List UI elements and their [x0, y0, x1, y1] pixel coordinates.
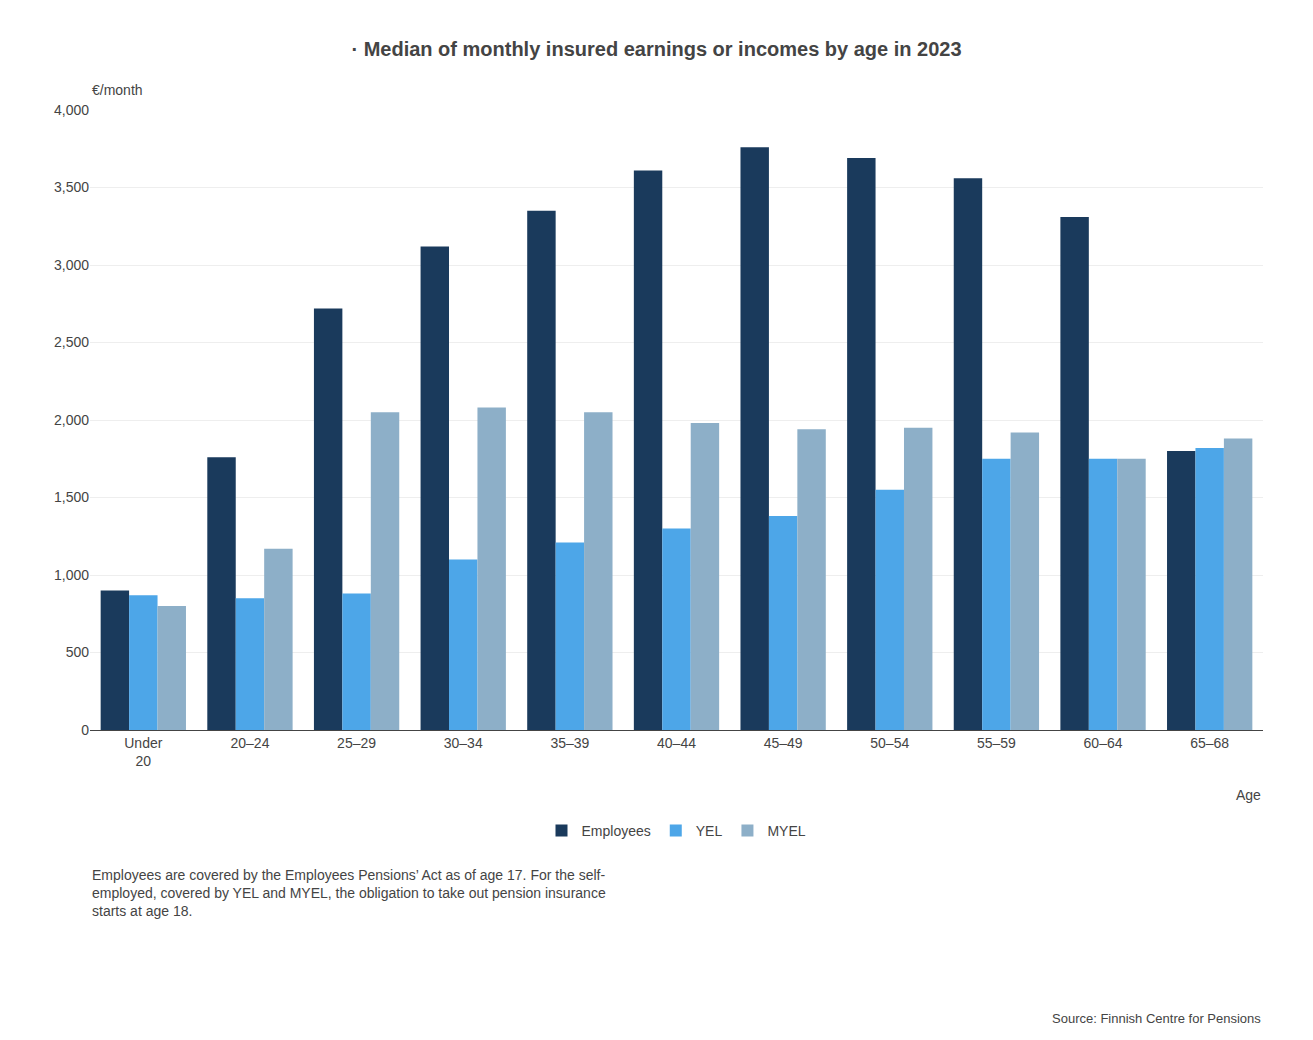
svg-text:55–59: 55–59 [977, 735, 1016, 751]
svg-text:1,500: 1,500 [54, 489, 89, 505]
svg-text:Employees: Employees [582, 823, 651, 839]
svg-text:30–34: 30–34 [444, 735, 483, 751]
svg-text:35–39: 35–39 [550, 735, 589, 751]
svg-text:40–44: 40–44 [657, 735, 696, 751]
svg-text:3,000: 3,000 [54, 257, 89, 273]
svg-text:€/month: €/month [92, 82, 143, 98]
svg-text:Age: Age [1236, 787, 1261, 803]
svg-text:60–64: 60–64 [1084, 735, 1123, 751]
svg-text:500: 500 [66, 644, 90, 660]
svg-text:YEL: YEL [696, 823, 723, 839]
svg-text:1,000: 1,000 [54, 567, 89, 583]
svg-text:4,000: 4,000 [54, 102, 89, 118]
svg-text:0: 0 [81, 722, 89, 738]
svg-text:50–54: 50–54 [870, 735, 909, 751]
svg-text:3,500: 3,500 [54, 179, 89, 195]
svg-text:25–29: 25–29 [337, 735, 376, 751]
svg-text:2,000: 2,000 [54, 412, 89, 428]
svg-text:· Median of monthly insured ea: · Median of monthly insured earnings or … [351, 38, 961, 60]
svg-text:20–24: 20–24 [230, 735, 269, 751]
svg-text:Employees are covered by the E: Employees are covered by the Employees P… [92, 867, 606, 919]
svg-text:2,500: 2,500 [54, 334, 89, 350]
svg-text:Under20: Under20 [124, 735, 162, 769]
svg-text:Source: Finnish Centre for Pen: Source: Finnish Centre for Pensions [1052, 1011, 1261, 1026]
svg-text:45–49: 45–49 [764, 735, 803, 751]
svg-text:65–68: 65–68 [1190, 735, 1229, 751]
svg-text:MYEL: MYEL [767, 823, 805, 839]
